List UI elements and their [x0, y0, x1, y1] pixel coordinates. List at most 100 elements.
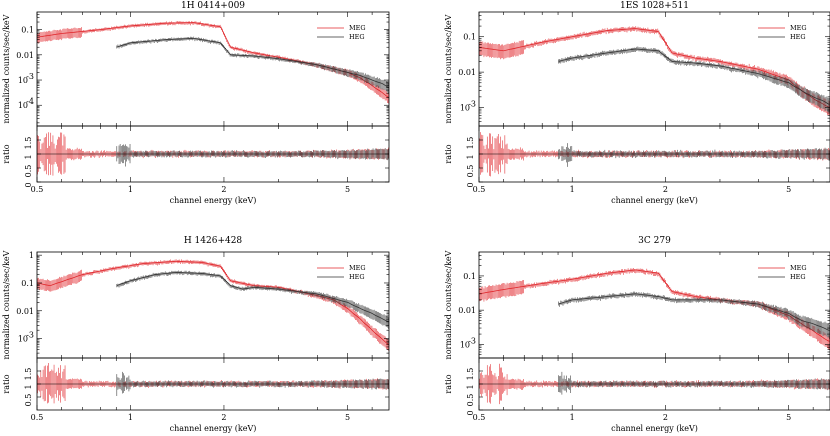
- x-tick-label: 0.5: [31, 413, 44, 422]
- x-tick-label: 1: [570, 185, 575, 194]
- x-tick-label: 2: [221, 185, 226, 194]
- ratio-bars-heg: [558, 371, 830, 395]
- series-heg: [558, 46, 830, 167]
- x-tick-label: 2: [663, 185, 668, 194]
- legend-label-meg: MEG: [349, 264, 366, 272]
- chart-title: 3C 279: [638, 236, 671, 246]
- y-tick-exponent: -3: [26, 331, 34, 340]
- y-tick-label: 0.01: [16, 51, 34, 60]
- y-tick-label: 0.01: [16, 307, 34, 316]
- ratio-axis-label: ratio: [444, 374, 453, 393]
- errorbars-meg: [479, 267, 830, 350]
- spectrum-frame: [36, 11, 390, 127]
- y-axis-label: normalized counts/sec/keV: [444, 14, 453, 123]
- spectrum-frame: [478, 11, 830, 127]
- y-ticks: [479, 255, 830, 411]
- ratio-tick-label: 0.5: [24, 165, 33, 178]
- errorbars-heg: [558, 291, 830, 339]
- x-tick-label: 5: [786, 185, 791, 194]
- x-tick-label: 0.5: [473, 413, 486, 422]
- x-tick-label: 1: [128, 185, 133, 194]
- x-axis-label: channel energy (keV): [611, 196, 698, 205]
- series-heg: [116, 270, 389, 397]
- ratio-tick-label: 1: [24, 384, 33, 389]
- chart-title: 1ES 1028+511: [620, 1, 689, 11]
- x-ticks: [36, 12, 373, 182]
- model-line-meg: [479, 28, 830, 108]
- y-tick-label: 10: [460, 103, 470, 112]
- ratio-tick-label: 0.5: [466, 165, 475, 178]
- ratio-bars-heg: [558, 143, 830, 167]
- chart-title: 1H 0414+009: [181, 1, 245, 11]
- legend-label-meg: MEG: [790, 24, 807, 32]
- x-tick-label: 5: [345, 413, 350, 422]
- ratio-axis-label: ratio: [2, 144, 11, 163]
- data-layer: [479, 267, 830, 405]
- x-ticks: [478, 252, 814, 410]
- legend-label-heg: HEG: [790, 273, 806, 281]
- chart-panel-3: H 1426+428 0.5 1 2 5 1 0.1 0.01 10-3 0.5 1 1.5 norma…: [2, 236, 390, 433]
- y-tick-label: 1: [29, 251, 34, 260]
- x-axis-label: channel energy (keV): [611, 424, 698, 433]
- data-layer: [37, 259, 389, 404]
- x-ticks: [478, 12, 814, 182]
- ratio-axis-label: ratio: [2, 374, 11, 393]
- ratio-tick-label: 0: [466, 182, 475, 187]
- y-ticks: [37, 254, 389, 398]
- chart-title: H 1426+428: [184, 236, 243, 246]
- errorbars-meg: [37, 20, 389, 104]
- x-ticks: [36, 252, 373, 410]
- errorbars-heg: [116, 36, 389, 94]
- legend-label-meg: MEG: [790, 264, 807, 272]
- errorbars-meg: [479, 26, 830, 116]
- legend-label-meg: MEG: [349, 24, 366, 32]
- x-tick-label: 5: [786, 413, 791, 422]
- y-axis-label: normalized counts/sec/keV: [444, 250, 453, 359]
- y-tick-label: 0.01: [458, 68, 476, 77]
- y-tick-exponent: -3: [468, 336, 476, 345]
- y-ticks: [37, 14, 389, 183]
- ratio-tick-label: 1.5: [24, 368, 33, 381]
- x-tick-label: 1: [570, 413, 575, 422]
- ratio-tick-label: 1: [466, 384, 475, 389]
- y-tick-label: 0.1: [463, 33, 476, 42]
- legend-label-heg: HEG: [790, 33, 806, 41]
- y-tick-label: 0.1: [21, 279, 34, 288]
- errorbars-heg: [116, 270, 389, 329]
- y-tick-exponent: -3: [468, 99, 476, 108]
- x-axis-label: channel energy (keV): [170, 196, 257, 205]
- model-line-meg: [37, 22, 389, 98]
- y-tick-label: 10: [18, 101, 28, 110]
- y-tick-label: 10: [18, 335, 28, 344]
- model-line-heg: [116, 37, 389, 88]
- x-tick-label: 2: [221, 413, 226, 422]
- ratio-tick-label: 0.5: [24, 394, 33, 407]
- x-tick-label: 0.5: [31, 185, 44, 194]
- x-tick-label: 2: [663, 413, 668, 422]
- ratio-tick-label: 0: [24, 182, 33, 187]
- ratio-tick-label: 1.5: [24, 137, 33, 150]
- ratio-tick-label: 1: [466, 154, 475, 159]
- ratio-tick-label: 1: [24, 154, 33, 159]
- series-heg: [116, 36, 389, 167]
- x-tick-label: 1: [128, 413, 133, 422]
- y-tick-exponent: -4: [26, 97, 34, 106]
- data-layer: [37, 20, 389, 176]
- ratio-bars-heg: [116, 143, 389, 167]
- model-line-heg: [558, 48, 830, 105]
- ratio-tick-label: 1.5: [466, 368, 475, 381]
- series-heg: [558, 291, 830, 395]
- y-axis-label: normalized counts/sec/keV: [2, 14, 11, 123]
- y-tick-label: 0.01: [458, 306, 476, 315]
- legend-label-heg: HEG: [349, 273, 365, 281]
- x-tick-label: 0.5: [473, 185, 486, 194]
- y-tick-exponent: -3: [26, 72, 34, 81]
- x-axis-label: channel energy (keV): [170, 424, 257, 433]
